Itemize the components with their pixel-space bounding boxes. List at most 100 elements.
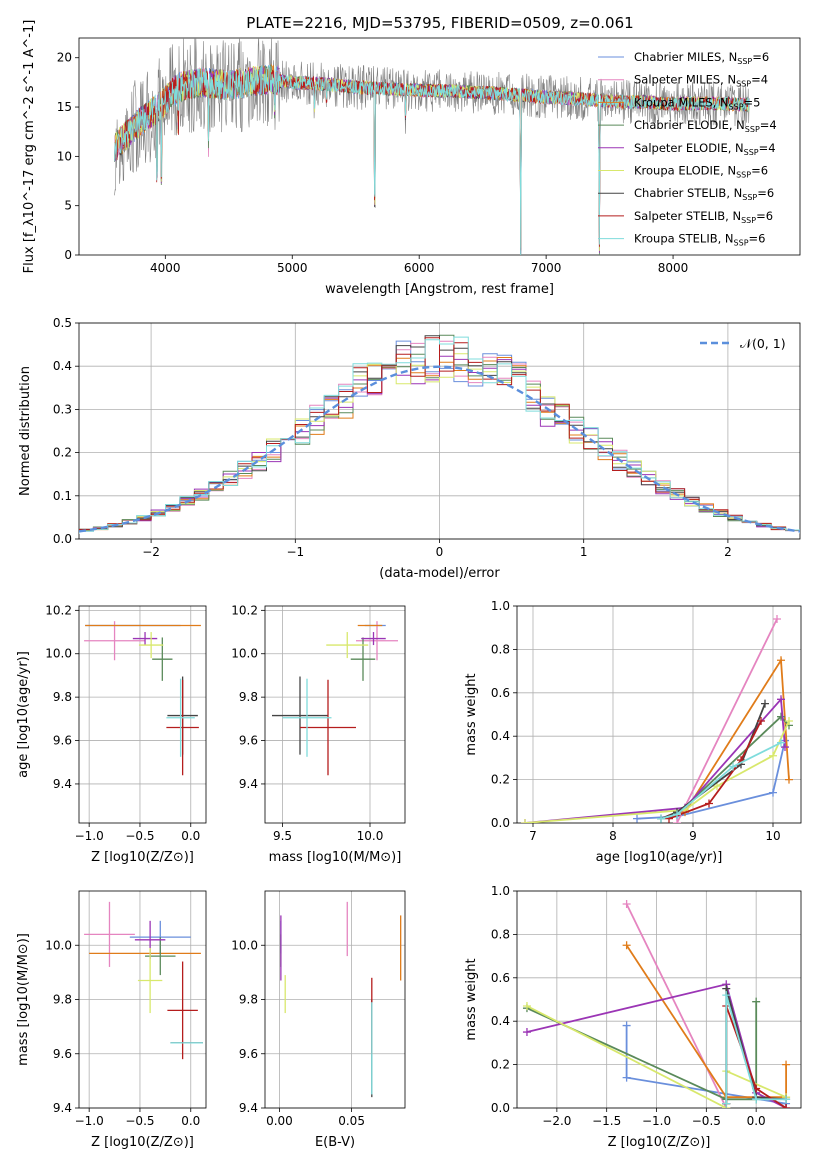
model-spectrum-line (114, 68, 750, 251)
y-tick-label: 9.4 (239, 1101, 258, 1115)
y-tick-label: 9.8 (53, 993, 72, 1007)
x-axis-label: wavelength [Angstrom, rest frame] (325, 282, 554, 297)
age_vs_z-plot-area (84, 621, 201, 776)
weight-point-marker (722, 991, 731, 1000)
y-tick-label: 0.0 (491, 816, 510, 830)
x-axis-label: E(B-V) (315, 1135, 355, 1150)
x-axis-label: mass [log10(M/M⊙)] (269, 850, 402, 865)
x-tick-label: 7000 (531, 261, 562, 275)
histogram-series (79, 353, 800, 534)
weight-point-marker (705, 799, 713, 808)
x-tick-label: −1.5 (592, 1114, 621, 1128)
age_vs_z-panel: −1.0 −0.5 0.0 9.4 9.6 9.8 10.0 10.2 Z [log10(Z/Z… (16, 603, 207, 865)
residuals-plot-area (79, 334, 800, 534)
y-tick-label: 9.6 (53, 734, 72, 748)
y-tick-label: 1.0 (491, 599, 510, 613)
y-tick-label: 0.4 (491, 1014, 510, 1028)
residuals-panel: −2 −1 0 1 2 0.0 0.1 0.2 0.3 0.4 0.5 (data-model)/er… (18, 316, 801, 581)
legend-count: =4 (760, 118, 777, 132)
weight-point-marker (622, 1073, 631, 1082)
legend-label: Salpeter MILES, NSSP=4 (634, 73, 768, 89)
y-axis-label: Normed distribution (18, 366, 33, 496)
x-axis-label: Z [log10(Z/Z⊙)] (608, 1135, 711, 1150)
y-axis-label: mass weight (464, 958, 479, 1040)
weight-point-marker (773, 615, 781, 624)
normal-reference-curve (79, 365, 800, 533)
weight-point-marker (782, 1104, 791, 1108)
axes-frame (264, 605, 406, 824)
axes-frame (516, 605, 802, 824)
axes-frame (78, 605, 207, 824)
weight-point-marker (722, 1099, 731, 1108)
weight_vs_z-plot-area (522, 900, 791, 1108)
y-tick-label: 10.0 (231, 647, 258, 661)
weight-point-marker (729, 762, 737, 771)
x-tick-label: 7 (529, 829, 537, 843)
weight-point-marker (633, 814, 641, 823)
axes-frame (78, 322, 801, 540)
y-tick-label: 9.8 (239, 993, 258, 1007)
legend-subscript: SSP (744, 148, 759, 157)
legend-count: =6 (756, 209, 773, 223)
x-tick-label: −1 (286, 545, 304, 559)
weight-series-line (668, 720, 762, 820)
legend-subscript: SSP (737, 57, 752, 66)
weight-series-line (526, 983, 787, 1108)
legend-label: Chabrier MILES, NSSP=6 (634, 50, 769, 66)
weight-series-line (660, 703, 766, 820)
y-tick-label: 9.4 (239, 777, 258, 791)
mass_vs_ebv-panel: 0.00 0.05 9.4 9.6 9.8 10.0 E(B-V) (231, 890, 406, 1150)
weight-series-line (524, 697, 786, 823)
y-tick-label: 10 (57, 149, 72, 163)
y-axis-label: mass weight (464, 673, 479, 755)
axes-frame (516, 890, 802, 1109)
y-tick-label: 0.2 (491, 1058, 510, 1072)
weight-point-marker (622, 941, 631, 950)
x-tick-label: −2.0 (542, 1114, 571, 1128)
x-tick-label: 1 (580, 545, 588, 559)
weight-point-marker (522, 1028, 531, 1037)
x-tick-label: 10.0 (357, 829, 384, 843)
weight-point-marker (777, 712, 785, 721)
y-tick-label: 10.0 (45, 647, 72, 661)
y-tick-label: 0.3 (53, 402, 72, 416)
y-tick-label: 15 (57, 100, 72, 114)
weight-series-line (660, 741, 782, 820)
x-axis-label: (data-model)/error (379, 566, 500, 581)
legend-count: =6 (752, 50, 769, 64)
y-tick-label: 10.0 (45, 938, 72, 952)
weight-point-marker (622, 1021, 631, 1030)
x-tick-label: −1.0 (642, 1114, 671, 1128)
legend-label: Salpeter STELIB, NSSP=6 (634, 209, 773, 225)
legend-subscript: SSP (742, 193, 757, 202)
weight-point-marker (761, 699, 769, 708)
x-tick-label: 10 (765, 829, 780, 843)
x-tick-label: 6000 (404, 261, 435, 275)
y-tick-label: 0.5 (53, 316, 72, 330)
weight-point-marker (785, 775, 793, 784)
weight-point-marker (713, 782, 721, 791)
age_vs_mass-plot-area (272, 621, 398, 776)
legend-count: =6 (749, 232, 766, 246)
weight-point-marker (781, 743, 789, 752)
y-tick-label: 0.8 (491, 642, 510, 656)
x-tick-label: −2 (142, 545, 160, 559)
x-tick-label: 8000 (658, 261, 689, 275)
legend-count: =6 (751, 164, 768, 178)
legend-subscript: SSP (734, 239, 749, 248)
y-tick-label: 10.0 (231, 938, 258, 952)
y-axis-label: mass [log10(M/M⊙)] (16, 933, 31, 1066)
axes-frame (78, 890, 207, 1109)
y-tick-label: 9.8 (239, 690, 258, 704)
spectrum-panel: 4000 5000 6000 7000 8000 0 5 10 15 20 wavelength [… (22, 20, 801, 297)
legend-count: =6 (757, 186, 774, 200)
histogram-series (79, 336, 800, 534)
x-tick-label: −1.0 (75, 829, 104, 843)
weight-point-marker (673, 819, 681, 823)
weight-series-line (725, 994, 787, 1104)
weight-point-marker (757, 717, 765, 726)
x-tick-label: −1.0 (75, 1114, 104, 1128)
x-axis-label: Z [log10(Z/Z⊙)] (91, 1135, 194, 1150)
y-tick-label: 9.4 (53, 1101, 72, 1115)
